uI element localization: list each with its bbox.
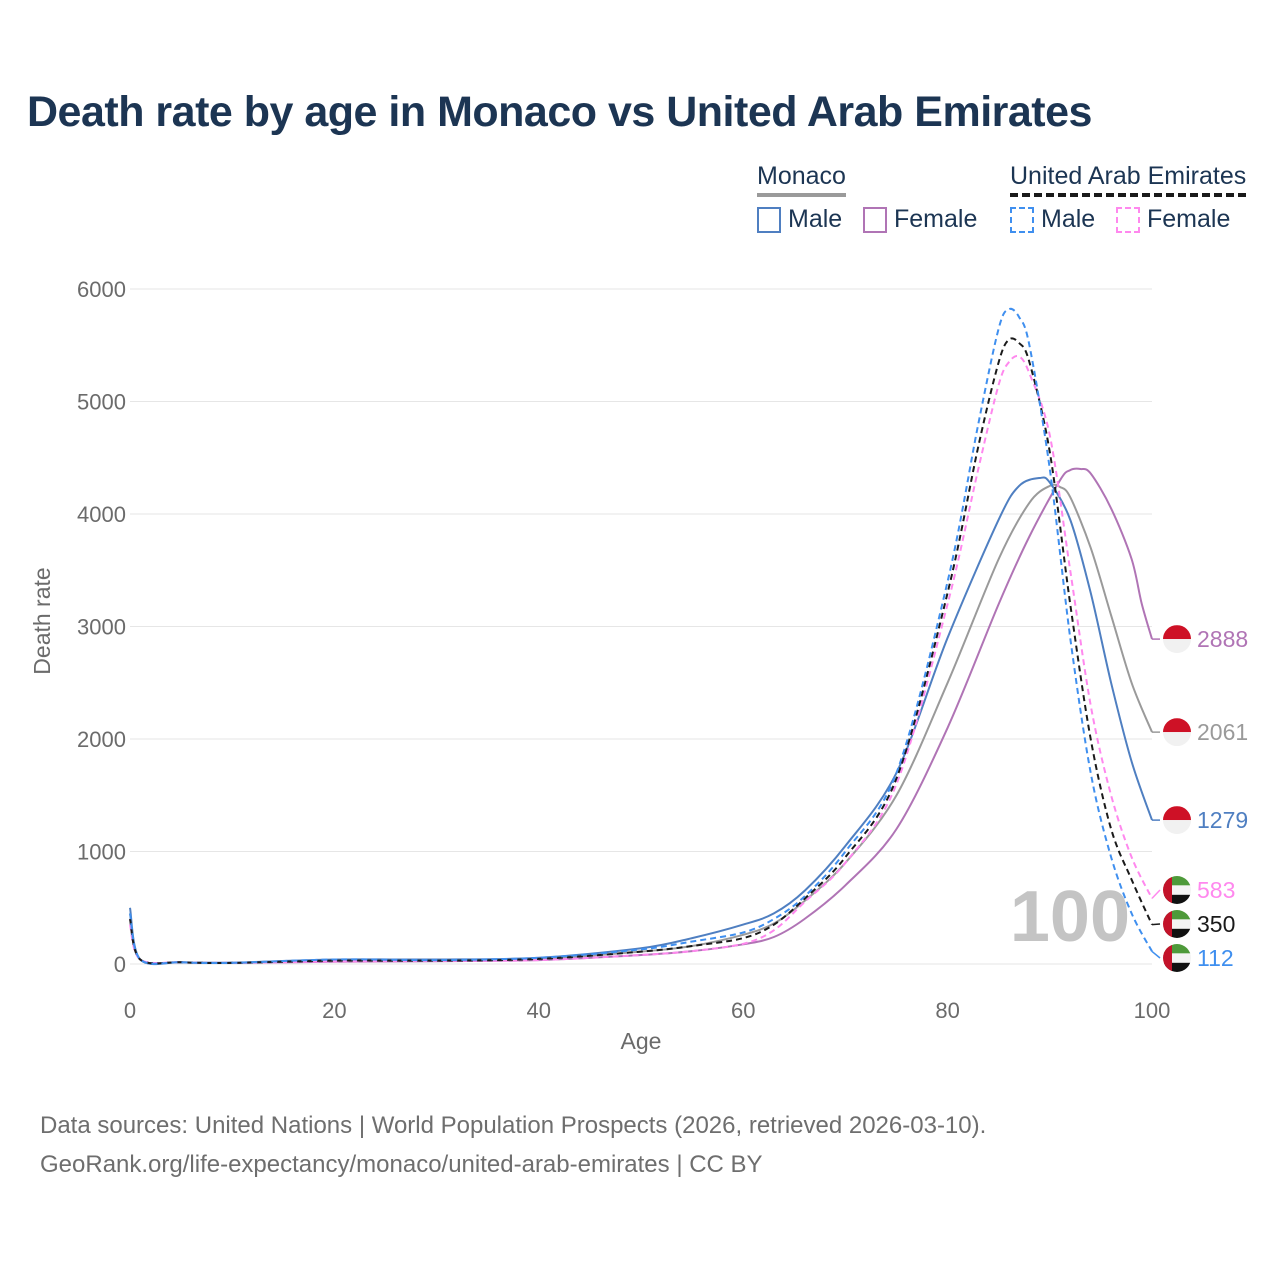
year-watermark: 100 [1010,877,1130,957]
x-tick-label-80: 80 [935,998,959,1023]
y-tick-label-1000: 1000 [77,840,126,865]
y-tick-label-3000: 3000 [77,615,126,640]
series-line-monaco-male[interactable] [129,476,1153,966]
end-connector-uae-male [1151,950,1161,959]
series-layer [129,307,1153,966]
legend-item-uae-female[interactable]: Female [1116,205,1230,234]
legend-label-monaco-female: Female [894,205,978,233]
x-tick-label-60: 60 [731,998,755,1023]
legend-group-monaco: Monaco [757,162,846,197]
grid-layer: 0 1000 2000 3000 4000 5000 6000 0 20 40 60 80 100 [77,277,1170,1023]
end-value-label-uae-total: 350 [1197,911,1235,937]
monaco-flag-icon [1163,718,1191,747]
x-tick-label-40: 40 [527,998,551,1023]
x-tick-label-20: 20 [322,998,346,1023]
chart-title: Death rate by age in Monaco vs United Ar… [27,88,1092,136]
footer-sources: Data sources: United Nations | World Pop… [40,1112,987,1139]
series-line-uae-male[interactable] [129,307,1153,965]
monaco-flag-icon [1163,625,1191,654]
end-connector-uae-female [1151,889,1161,899]
footer: Data sources: United Nations | World Pop… [40,1106,986,1184]
legend-group-uae: United Arab Emirates [1010,162,1247,197]
legend-group-monaco-title: Monaco [757,162,846,197]
x-tick-label-100: 100 [1134,998,1171,1023]
legend-label-uae-male: Male [1041,205,1096,233]
y-tick-label-6000: 6000 [77,277,126,302]
uae-flag-icon [1163,876,1191,904]
legend-label-monaco-male: Male [788,205,843,233]
y-tick-label-0: 0 [114,952,126,977]
series-line-uae-total[interactable] [129,337,1153,965]
legend-swatch-monaco-male [757,206,781,233]
footer-url[interactable]: GeoRank.org/life-expectancy/monaco/unite… [40,1151,763,1178]
legend-item-monaco-female[interactable]: Female [863,205,977,234]
end-connector-uae-total [1151,923,1161,926]
legend-swatch-uae-female [1116,206,1140,233]
legend-swatch-uae-male [1010,206,1034,233]
legend-label-uae-female: Female [1147,205,1231,233]
y-tick-label-5000: 5000 [77,390,126,415]
end-value-label-uae-male: 112 [1197,945,1234,971]
legend-item-uae-male[interactable]: Male [1010,205,1095,234]
y-tick-label-4000: 4000 [77,502,126,527]
legend-group-uae-title: United Arab Emirates [1010,162,1247,197]
series-line-uae-female[interactable] [129,354,1153,964]
x-tick-label-0: 0 [124,998,136,1023]
uae-flag-icon [1163,944,1191,972]
end-value-label-uae-female: 583 [1197,877,1235,903]
y-axis-label: Death rate [29,567,55,674]
legend-swatch-monaco-female [863,206,887,233]
monaco-flag-icon [1163,806,1191,835]
end-value-label-monaco-male: 1279 [1197,807,1248,833]
end-value-label-monaco-total: 2061 [1197,719,1248,745]
y-tick-label-2000: 2000 [77,727,126,752]
end-value-label-monaco-female: 2888 [1197,626,1248,652]
legend-item-monaco-male[interactable]: Male [757,205,842,234]
series-line-monaco-total[interactable] [129,483,1153,965]
end-label-layer: 2888 2061 1279 583 350 112 [1151,625,1248,972]
uae-flag-icon [1163,910,1191,938]
series-line-monaco-female[interactable] [129,467,1153,965]
x-axis-label: Age [621,1028,662,1054]
